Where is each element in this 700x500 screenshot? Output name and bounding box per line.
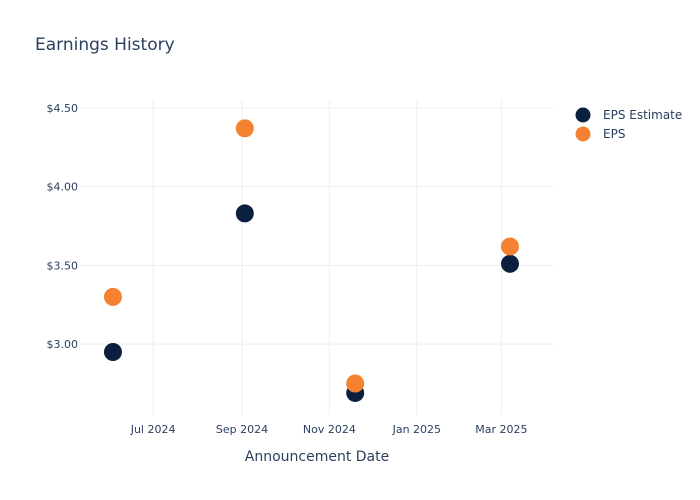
- data-point: [346, 374, 365, 393]
- data-point: [501, 237, 519, 256]
- legend-label: EPS: [603, 127, 625, 141]
- legend-marker: [575, 107, 591, 123]
- data-point: [501, 254, 519, 273]
- data-points: [103, 119, 519, 402]
- x-axis-title: Announcement Date: [245, 449, 389, 465]
- x-tick-label: Nov 2024: [303, 423, 356, 436]
- y-axis-ticks: $3.00 $3.50 $4.00 $4.50: [47, 102, 79, 351]
- data-point: [103, 343, 122, 361]
- grid-layer: [80, 100, 553, 415]
- data-point: [103, 287, 122, 306]
- y-tick-label: $3.00: [47, 338, 79, 351]
- series-1: [103, 119, 519, 393]
- y-tick-label: $4.00: [47, 181, 79, 194]
- y-tick-label: $3.50: [47, 259, 79, 272]
- x-tick-label: Jul 2024: [130, 423, 176, 436]
- legend-marker: [575, 126, 591, 142]
- x-axis-ticks: Jul 2024 Sep 2024 Nov 2024 Jan 2025 Mar 2025: [130, 423, 528, 436]
- x-tick-label: Sep 2024: [216, 423, 268, 436]
- series-0: [103, 204, 519, 402]
- data-point: [235, 119, 254, 138]
- y-tick-label: $4.50: [47, 102, 79, 115]
- legend-label: EPS Estimate: [603, 108, 682, 122]
- x-tick-label: Jan 2025: [392, 423, 441, 436]
- legend: EPS Estimate EPS: [575, 107, 682, 142]
- chart-title: Earnings History: [35, 35, 175, 55]
- data-point: [235, 204, 254, 223]
- x-tick-label: Mar 2025: [475, 423, 527, 436]
